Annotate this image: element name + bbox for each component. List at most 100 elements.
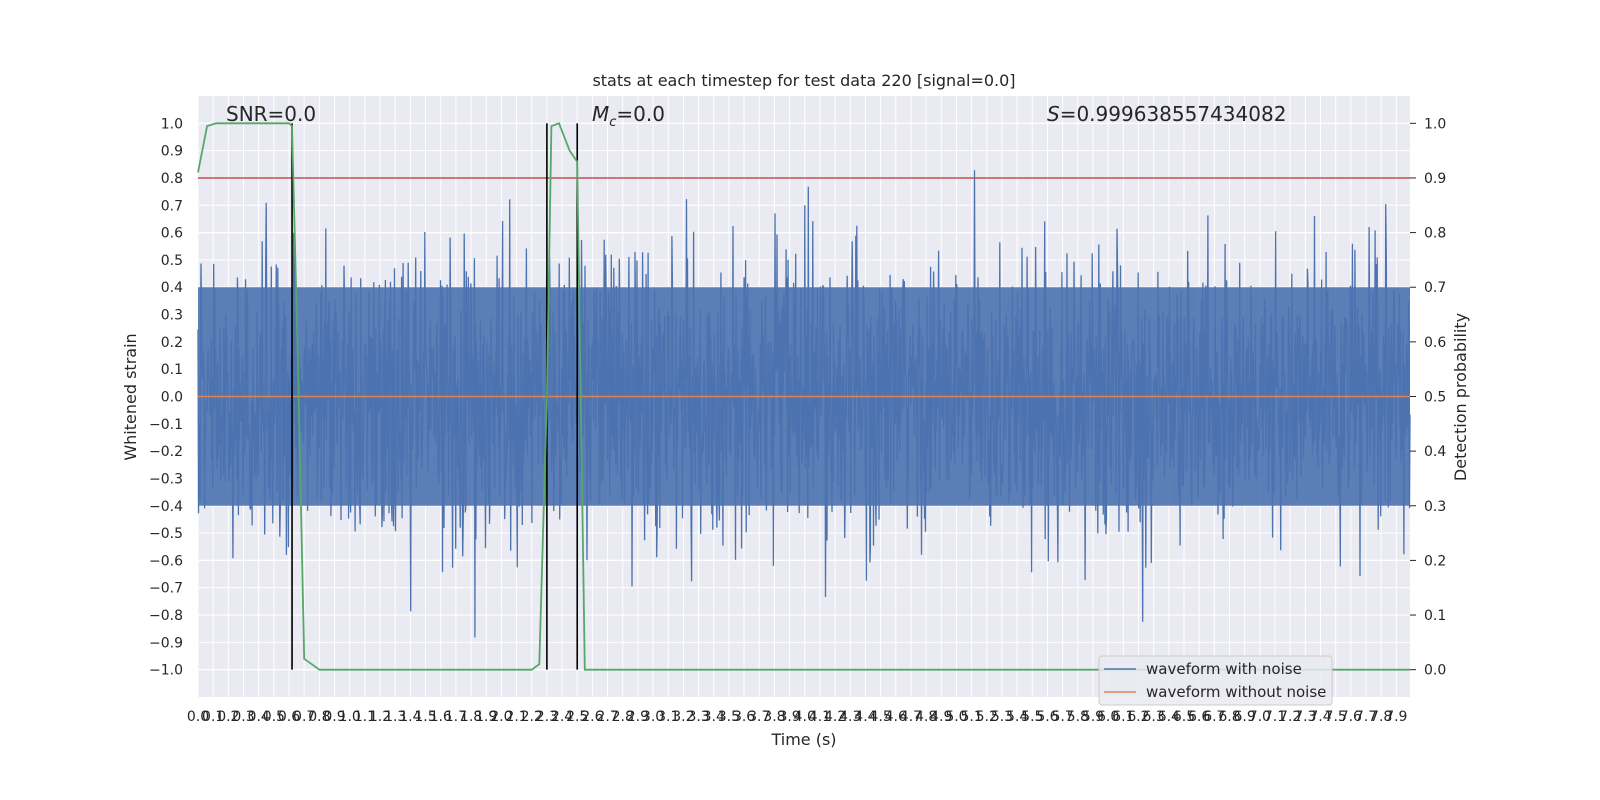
x-tick-label: 4.8 <box>915 709 937 725</box>
x-tick-label: 4.2 <box>824 709 846 725</box>
y-right-tick-label: 0.7 <box>1424 280 1446 296</box>
y-left-tick-labels: −1.0 −0.9 −0.8 −0.7 −0.6 −0.5 −0.4 −0.3 −0.2 −0.1… <box>149 116 183 678</box>
y-left-tick-label: 0.2 <box>161 335 183 351</box>
x-tick-label: 1.2 <box>369 709 391 725</box>
x-tick-label: 4.7 <box>900 709 922 725</box>
x-tick-label: 2.9 <box>627 709 649 725</box>
x-tick-label: 3.8 <box>763 709 785 725</box>
x-tick-label: 3.5 <box>718 709 740 725</box>
legend: waveform with noise waveform without noi… <box>1098 655 1333 706</box>
y-right-tick-label: 0.1 <box>1424 608 1446 624</box>
y-left-tick-label: −0.9 <box>149 635 183 651</box>
x-tick-label: 5.2 <box>976 709 998 725</box>
y-right-axis-label: Detection probability <box>1451 313 1470 481</box>
x-tick-label: 2.8 <box>612 709 634 725</box>
x-tick-label: 3.2 <box>672 709 694 725</box>
y-left-tick-label: −0.5 <box>149 526 183 542</box>
x-tick-label: 4.0 <box>794 709 816 725</box>
x-tick-label: 6.4 <box>1158 709 1180 725</box>
x-tick-label: 3.4 <box>703 709 725 725</box>
x-tick-label: 0.5 <box>263 709 285 725</box>
x-tick-label: 6.3 <box>1143 709 1165 725</box>
x-tick-label: 4.9 <box>930 709 952 725</box>
y-left-tick-label: 1.0 <box>161 116 183 132</box>
x-tick-label: 6.7 <box>1203 709 1225 725</box>
y-right-tick-label: 0.9 <box>1424 171 1446 187</box>
chart-title: stats at each timestep for test data 220… <box>592 71 1015 90</box>
x-tick-label: 6.2 <box>1127 709 1149 725</box>
x-tick-label: 6.5 <box>1173 709 1195 725</box>
y-right-tick-label: 0.2 <box>1424 553 1446 569</box>
x-tick-label: 1.7 <box>445 709 467 725</box>
x-tick-label: 7.0 <box>1249 709 1271 725</box>
y-right-tick-label: 0.6 <box>1424 335 1446 351</box>
legend-label-noise: waveform with noise <box>1146 660 1302 678</box>
y-right-tick-label: 0.3 <box>1424 499 1446 515</box>
x-tick-label: 5.5 <box>1021 709 1043 725</box>
x-tick-label: 5.9 <box>1082 709 1104 725</box>
y-left-tick-label: −1.0 <box>149 663 183 679</box>
x-tick-label: 1.5 <box>414 709 436 725</box>
y-left-tick-label: 0.3 <box>161 308 183 324</box>
y-left-tick-label: 0.9 <box>161 144 183 160</box>
x-tick-label: 6.0 <box>1097 709 1119 725</box>
y-left-tick-label: −0.1 <box>149 417 183 433</box>
x-tick-label: 5.3 <box>991 709 1013 725</box>
series-detection-probability <box>197 122 1410 671</box>
mc-annotation: Mc=0.0 <box>592 102 665 130</box>
x-axis-label: Time (s) <box>770 730 836 749</box>
x-tick-label: 2.4 <box>551 709 573 725</box>
x-tick-label: 1.3 <box>384 709 406 725</box>
x-tick-label: 0.9 <box>323 709 345 725</box>
x-tick-label: 0.6 <box>278 709 300 725</box>
x-tick-label: 0.1 <box>202 709 224 725</box>
y-right-tick-labels: 0.0 0.1 0.2 0.3 0.4 0.5 0.6 0.7 0.8 0.9 1.0 <box>1410 116 1446 679</box>
legend-label-clean: waveform without noise <box>1146 683 1326 701</box>
y-right-tick-label: 0.8 <box>1424 226 1446 242</box>
series-waveform-with-noise <box>197 170 1411 638</box>
x-tick-label: 6.6 <box>1188 709 1210 725</box>
x-tick-label: 4.5 <box>869 709 891 725</box>
y-left-axis-label: Whitened strain <box>121 333 140 460</box>
x-tick-labels: 0.00.10.20.30.40.50.60.70.80.91.01.11.21… <box>187 709 1408 725</box>
y-left-tick-label: 0.6 <box>161 226 183 242</box>
x-tick-label: 1.4 <box>399 709 421 725</box>
x-tick-label: 3.6 <box>733 709 755 725</box>
x-tick-label: 7.7 <box>1355 709 1377 725</box>
y-left-tick-label: 0.1 <box>161 362 183 378</box>
y-right-tick-label: 0.5 <box>1424 390 1446 406</box>
y-left-tick-label: 0.5 <box>161 253 183 269</box>
x-tick-label: 3.1 <box>657 709 679 725</box>
x-tick-label: 4.6 <box>885 709 907 725</box>
x-tick-label: 6.9 <box>1234 709 1256 725</box>
y-left-tick-label: 0.0 <box>161 390 183 406</box>
y-left-tick-label: 0.4 <box>161 280 183 296</box>
x-tick-label: 4.4 <box>854 709 876 725</box>
x-tick-label: 5.1 <box>960 709 982 725</box>
y-left-tick-label: −0.2 <box>149 444 183 460</box>
y-left-tick-label: −0.8 <box>149 608 183 624</box>
x-tick-label: 2.6 <box>581 709 603 725</box>
x-tick-label: 4.3 <box>839 709 861 725</box>
x-tick-label: 5.7 <box>1051 709 1073 725</box>
x-tick-label: 5.4 <box>1006 709 1028 725</box>
x-tick-label: 5.8 <box>1067 709 1089 725</box>
y-left-tick-label: 0.8 <box>161 171 183 187</box>
y-right-tick-label: 0.0 <box>1424 663 1446 679</box>
x-tick-label: 7.1 <box>1264 709 1286 725</box>
x-tick-label: 0.8 <box>308 709 330 725</box>
y-left-tick-label: −0.6 <box>149 553 183 569</box>
x-tick-label: 2.0 <box>490 709 512 725</box>
x-tick-label: 2.3 <box>536 709 558 725</box>
x-tick-label: 0.3 <box>232 709 254 725</box>
x-tick-label: 1.8 <box>460 709 482 725</box>
x-tick-label: 3.0 <box>642 709 664 725</box>
x-tick-label: 7.4 <box>1309 709 1331 725</box>
x-tick-label: 1.0 <box>339 709 361 725</box>
x-tick-label: 0.2 <box>217 709 239 725</box>
y-left-tick-label: −0.3 <box>149 471 183 487</box>
x-tick-label: 0.7 <box>293 709 315 725</box>
x-tick-label: 2.2 <box>521 709 543 725</box>
x-tick-label: 7.3 <box>1294 709 1316 725</box>
x-tick-label: 6.8 <box>1218 709 1240 725</box>
